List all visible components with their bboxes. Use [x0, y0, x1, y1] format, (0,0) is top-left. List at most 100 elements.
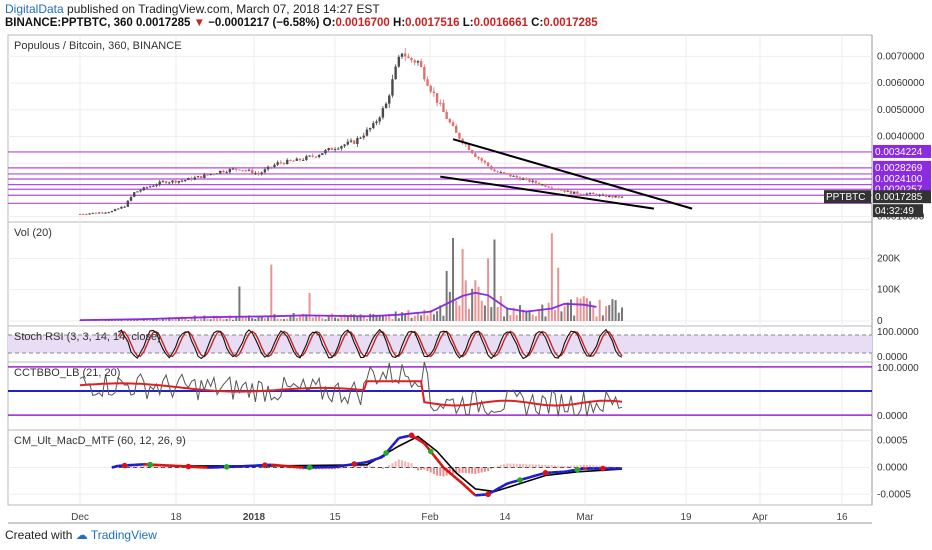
volume-bar: [416, 312, 419, 321]
cctbbo-ma-line: [79, 380, 623, 407]
macd-histogram-bar: [442, 467, 445, 477]
macd-histogram-bar: [458, 467, 461, 473]
volume-bar: [117, 320, 120, 321]
volume-bar: [566, 302, 569, 321]
macd-cross-dot: [306, 464, 313, 471]
macd-histogram-bar: [550, 465, 553, 468]
candle-body: [448, 119, 452, 123]
macd-histogram-bar: [573, 465, 576, 468]
candle-body: [199, 176, 203, 178]
macd-line-segment: [369, 458, 374, 463]
macd-histogram-bar: [582, 464, 585, 468]
volume-bar: [496, 307, 499, 321]
volume-bar: [321, 318, 324, 321]
volume-bar: [560, 311, 563, 321]
candle-body: [480, 158, 483, 161]
down-arrow-icon: ▼: [193, 17, 205, 29]
volume-bar: [445, 270, 448, 321]
volume-y-tick: 100K: [877, 285, 901, 296]
volume-bar: [184, 317, 187, 321]
macd-line-segment: [414, 436, 419, 441]
volume-bar: [356, 315, 359, 321]
candle-body: [410, 57, 413, 61]
candle-body: [97, 212, 101, 214]
volume-bar: [123, 320, 126, 321]
macd-cross-dot: [408, 432, 415, 439]
volume-bar: [222, 319, 225, 321]
macd-histogram-bar: [621, 466, 623, 468]
macd-histogram-bar: [499, 465, 502, 468]
macd-histogram-bar: [487, 467, 490, 472]
macd-histogram-bar: [436, 467, 439, 476]
candle-body: [419, 61, 423, 67]
x-tick-label: 14: [499, 512, 511, 523]
volume-bar: [318, 314, 321, 321]
candle-body: [368, 128, 372, 130]
volume-bar: [378, 316, 381, 321]
candle-body: [260, 172, 263, 175]
candle-body: [579, 193, 582, 195]
candle-body: [560, 189, 563, 191]
macd-line-segment: [503, 482, 508, 487]
symbol-label: BINANCE:PPTBTC, 360: [5, 17, 133, 29]
macd-line-segment: [570, 468, 575, 472]
candle-body: [537, 183, 541, 185]
macd-histogram-bar: [525, 464, 528, 468]
stoch-k-line: [118, 328, 623, 360]
candle-body: [349, 140, 353, 142]
candle-body: [85, 214, 88, 216]
macd-cross-dot: [262, 462, 268, 468]
volume-bar: [547, 302, 550, 321]
macd-histogram-bar: [289, 467, 292, 469]
candle-body: [391, 79, 394, 96]
volume-bar: [582, 296, 585, 321]
macd-cross-dot: [517, 477, 523, 483]
candle-body: [292, 160, 295, 162]
macd-cross-dot: [185, 463, 192, 470]
candle-body: [346, 141, 350, 145]
macd-histogram-bar: [238, 467, 241, 469]
volume-bar: [174, 317, 177, 321]
candle-body: [196, 176, 200, 178]
macd-line-segment: [439, 462, 445, 469]
candle-body: [158, 181, 161, 185]
candle-body: [397, 56, 401, 67]
volume-bar: [107, 320, 110, 321]
macd-cross-dot: [542, 470, 549, 476]
candle-body: [133, 192, 136, 197]
author-name[interactable]: DigitalData: [5, 2, 64, 16]
volume-bar: [130, 320, 133, 321]
volume-bar: [512, 307, 515, 321]
macd-line-segment: [372, 457, 377, 462]
volume-bar: [279, 318, 282, 321]
volume-bar: [410, 317, 413, 321]
candle-body: [301, 159, 305, 161]
volume-bar: [235, 316, 238, 321]
volume-bar: [219, 317, 222, 321]
macd-histogram-bar: [429, 467, 432, 473]
macd-histogram-bar: [330, 467, 333, 470]
level-price-tag: [873, 171, 931, 185]
candle-body: [308, 155, 311, 157]
candle-body: [120, 206, 123, 209]
volume-bar: [531, 314, 534, 321]
macd-histogram-bar: [273, 466, 276, 468]
volume-bar: [467, 308, 470, 321]
volume-bar: [247, 315, 250, 321]
candle-body: [423, 66, 426, 80]
macd-cross-dot: [427, 448, 434, 455]
trendline: [452, 138, 693, 210]
volume-bar: [216, 315, 219, 321]
macd-histogram-bar: [579, 465, 582, 468]
macd-cross-dot: [383, 450, 389, 456]
candle-body: [451, 122, 455, 126]
candle-body: [117, 208, 120, 210]
candle-body: [305, 156, 308, 160]
volume-y-tick: 200K: [877, 253, 901, 264]
volume-bar: [455, 300, 458, 321]
candle-body: [228, 169, 232, 173]
candle-body: [445, 112, 448, 120]
tradingview-link[interactable]: TradingView: [90, 528, 157, 542]
volume-bar: [385, 315, 388, 321]
